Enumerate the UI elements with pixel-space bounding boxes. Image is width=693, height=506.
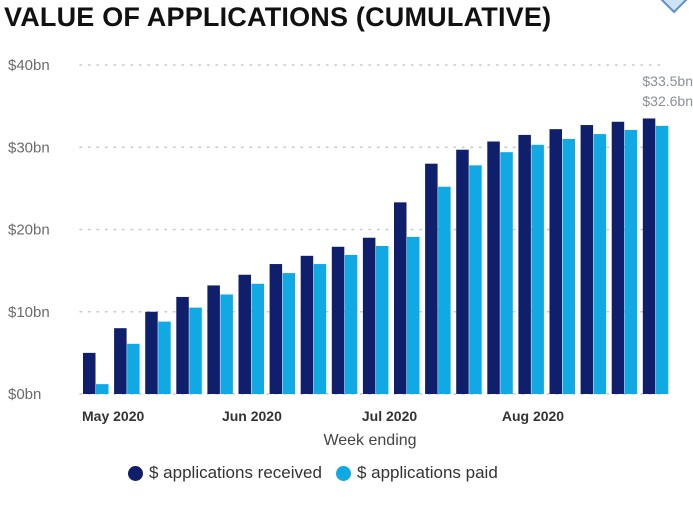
bar-received — [83, 352, 96, 394]
bar-paid — [251, 283, 264, 394]
bar-paid — [158, 321, 171, 394]
bar-paid — [469, 165, 482, 394]
x-tick-label: Jun 2020 — [222, 408, 282, 424]
bar-paid — [220, 294, 233, 394]
legend: $ applications received $ applications p… — [128, 463, 498, 483]
x-tick-label: Aug 2020 — [502, 408, 564, 424]
y-tick-label: $10bn — [8, 304, 50, 321]
bar-paid — [624, 129, 638, 395]
bar-received — [549, 129, 562, 394]
bar-paid — [375, 245, 389, 394]
bar-paid — [282, 273, 296, 394]
chart-title: VALUE OF APPLICATIONS (CUMULATIVE) — [4, 2, 552, 32]
legend-label-received: $ applications received — [149, 463, 322, 482]
legend-item-received[interactable]: $ applications received — [128, 463, 322, 483]
bar-paid — [438, 186, 451, 394]
data-label-paid: $32.6bn — [642, 93, 693, 109]
bar-received — [238, 274, 251, 394]
bar-received — [425, 163, 438, 394]
data-label-received: $33.5bn — [642, 73, 693, 89]
legend-marker-received — [128, 465, 143, 481]
bar-received — [456, 149, 469, 394]
bar-received — [176, 296, 189, 394]
bar-received — [207, 285, 220, 394]
bar-received — [300, 255, 314, 394]
x-tick-label: May 2020 — [82, 408, 144, 424]
y-tick-label: $0bn — [8, 386, 41, 403]
legend-label-paid: $ applications paid — [356, 463, 498, 482]
x-axis-label: Week ending — [323, 432, 416, 449]
bar-received — [331, 246, 345, 394]
bar-paid — [313, 264, 327, 394]
bar-paid — [407, 236, 420, 394]
x-tick-label: Jul 2020 — [362, 408, 417, 424]
bar-received — [362, 237, 376, 394]
bar-received — [269, 264, 283, 394]
legend-item-paid[interactable]: $ applications paid — [335, 463, 498, 483]
bar-received — [487, 141, 500, 394]
bar-received — [580, 125, 594, 394]
bar-received — [145, 311, 158, 394]
y-tick-label: $30bn — [8, 139, 50, 156]
bar-received — [518, 134, 531, 394]
legend-marker-paid — [335, 465, 351, 481]
bar-paid — [127, 343, 140, 394]
bar-paid — [96, 384, 109, 394]
bar-paid — [344, 254, 358, 394]
y-tick-label: $20bn — [8, 222, 50, 239]
bar-paid — [531, 144, 544, 394]
bar-paid — [500, 152, 513, 394]
y-tick-label: $40bn — [8, 57, 50, 74]
bar-received — [611, 121, 625, 394]
bar-paid — [593, 134, 607, 394]
bar-received — [114, 328, 127, 394]
bar-paid — [189, 307, 202, 394]
bar-chart: $0bn $10bn $20bn $30bn $40bn May 2020 Jun 2020… — [8, 57, 693, 449]
bar-paid — [655, 125, 669, 395]
bar-received — [642, 118, 656, 395]
bar-paid — [562, 139, 575, 394]
corner-decoration — [660, 0, 688, 14]
bar-received — [394, 202, 407, 394]
